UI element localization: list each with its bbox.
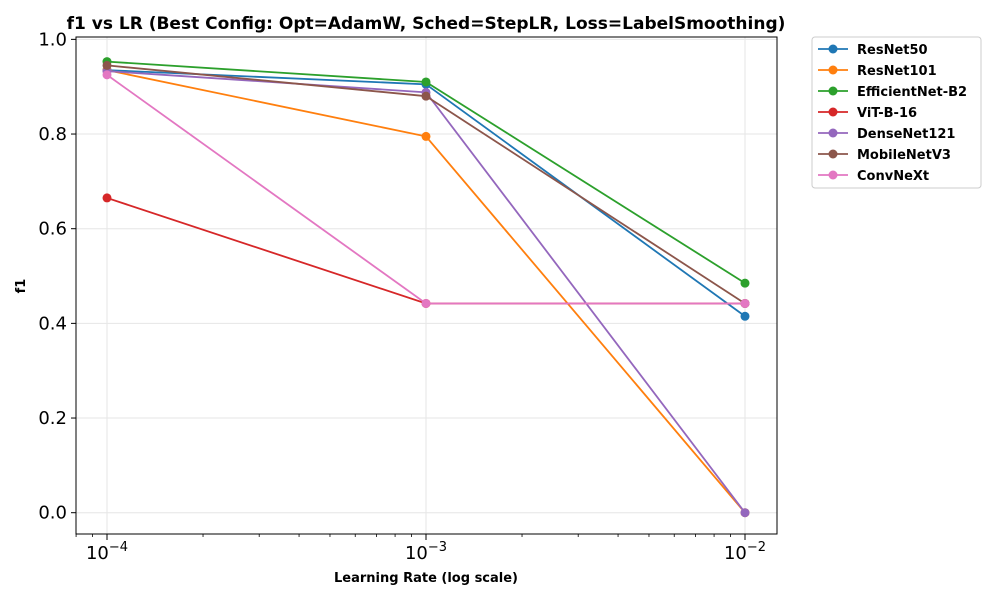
x-axis: 10−4 10−3 10−2 bbox=[75, 534, 766, 564]
data-point bbox=[102, 193, 112, 203]
legend-label: ViT-B-16 bbox=[857, 106, 917, 121]
legend-label: EfficientNet-B2 bbox=[857, 85, 967, 100]
legend-label: ResNet101 bbox=[857, 64, 937, 79]
legend-label: ResNet50 bbox=[857, 43, 928, 58]
legend-label: MobileNetV3 bbox=[857, 148, 951, 163]
legend-frame bbox=[811, 36, 982, 189]
data-point bbox=[421, 91, 431, 101]
grid bbox=[76, 37, 777, 534]
chart-title: f1 vs LR (Best Config: Opt=AdamW, Sched=… bbox=[67, 14, 786, 34]
legend-item: MobileNetV3 bbox=[818, 148, 951, 163]
y-tick-label: 0.8 bbox=[38, 124, 67, 145]
legend: ResNet50 ResNet101 EfficientNet-B2 ViT-B-16… bbox=[811, 36, 982, 189]
x-tick-label: 10−3 bbox=[405, 540, 447, 564]
legend-item: ConvNeXt bbox=[818, 169, 929, 184]
data-point bbox=[740, 298, 750, 308]
y-tick-label: 1.0 bbox=[38, 29, 67, 50]
legend-marker bbox=[828, 170, 838, 180]
legend-marker bbox=[828, 44, 838, 54]
data-point bbox=[421, 77, 431, 87]
series-convnext bbox=[102, 70, 750, 308]
data-point bbox=[421, 298, 431, 308]
legend-item: ResNet101 bbox=[818, 64, 937, 79]
legend-label: DenseNet121 bbox=[857, 127, 955, 142]
legend-marker bbox=[828, 65, 838, 75]
legend-item: ResNet50 bbox=[818, 43, 928, 58]
data-point bbox=[102, 70, 112, 80]
x-tick-label: 10−2 bbox=[724, 540, 766, 564]
data-point bbox=[740, 311, 750, 321]
data-point bbox=[102, 60, 112, 70]
x-axis-label: Learning Rate (log scale) bbox=[334, 571, 518, 586]
legend-item: EfficientNet-B2 bbox=[818, 85, 967, 100]
x-tick-label: 10−4 bbox=[86, 540, 128, 564]
legend-marker bbox=[828, 86, 838, 96]
y-axis: 0.0 0.2 0.4 0.6 0.8 1.0 bbox=[38, 29, 76, 524]
data-point bbox=[421, 131, 431, 141]
legend-item: ViT-B-16 bbox=[818, 106, 917, 121]
legend-marker bbox=[828, 107, 838, 117]
y-tick-label: 0.4 bbox=[38, 313, 67, 334]
legend-label: ConvNeXt bbox=[857, 169, 929, 184]
legend-marker bbox=[828, 128, 838, 138]
data-point bbox=[740, 508, 750, 518]
data-point bbox=[740, 278, 750, 288]
y-axis-label: f1 bbox=[14, 279, 29, 294]
y-tick-label: 0.0 bbox=[38, 503, 67, 524]
y-tick-label: 0.2 bbox=[38, 408, 67, 429]
legend-item: DenseNet121 bbox=[818, 127, 955, 142]
legend-marker bbox=[828, 149, 838, 159]
series-layer bbox=[102, 57, 750, 518]
y-tick-label: 0.6 bbox=[38, 219, 67, 240]
